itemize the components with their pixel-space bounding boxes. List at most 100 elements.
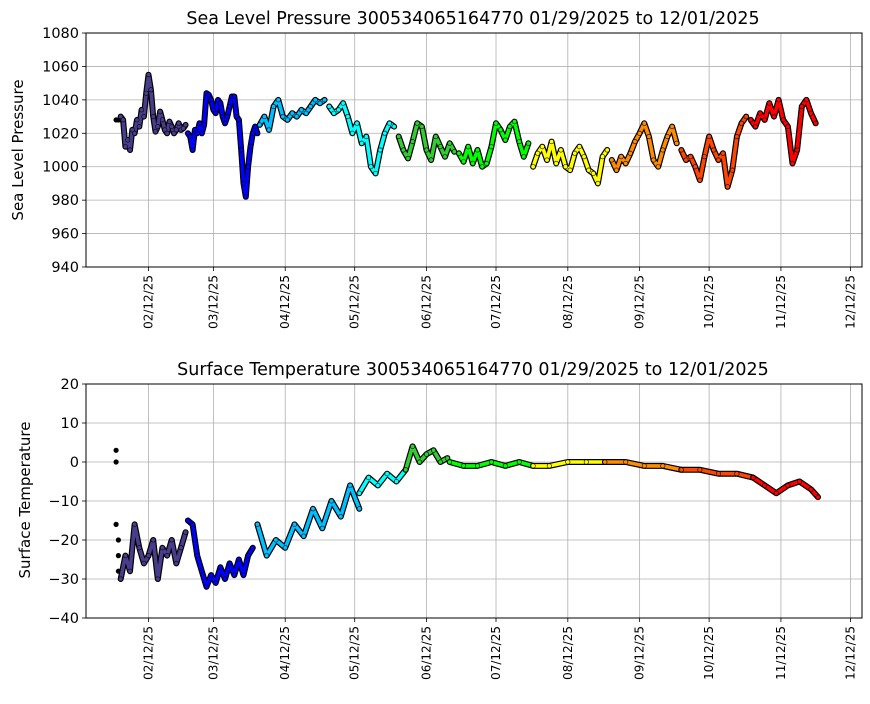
pressure-data-point (803, 97, 809, 103)
pressure-data-point (400, 147, 406, 153)
pressure-data-point (711, 147, 717, 153)
temperature-data-point (715, 471, 721, 477)
temperature-data-point (393, 478, 399, 484)
temperature-data-point (488, 459, 494, 465)
pressure-data-point (199, 130, 205, 136)
pressure-data-point (660, 147, 666, 153)
temperature-data-point (122, 553, 128, 559)
pressure-data-point (215, 97, 221, 103)
pressure-x-tick-label: 07/12/25 (489, 275, 503, 329)
pressure-data-point (201, 122, 207, 128)
pressure-data-point (419, 124, 425, 130)
temperature-data-point (384, 471, 390, 477)
pressure-data-point (157, 109, 163, 115)
pressure-data-point (166, 119, 172, 125)
temperature-data-point (403, 467, 409, 473)
pressure-data-point (780, 117, 786, 123)
pressure-data-point (245, 164, 251, 170)
temperature-y-tick-label: −30 (48, 572, 79, 588)
pressure-data-point (498, 127, 504, 133)
pressure-data-point (641, 120, 647, 126)
pressure-data-point (171, 130, 177, 136)
pressure-data-point (153, 129, 159, 135)
pressure-data-point (185, 130, 191, 136)
pressure-data-point (688, 154, 694, 160)
temperature-y-tick-label: −40 (48, 611, 79, 627)
pressure-series-line (186, 91, 260, 199)
temperature-data-point (430, 447, 436, 453)
pressure-data-point (280, 114, 286, 120)
pressure-data-point (243, 194, 249, 200)
pressure-data-point (743, 114, 749, 120)
temperature-data-point (254, 521, 260, 527)
temperature-data-point (250, 545, 256, 551)
pressure-y-tick-label: 1000 (42, 160, 79, 176)
pressure-data-point (396, 134, 402, 140)
temperature-data-point (173, 560, 179, 566)
pressure-y-tick-label: 1080 (42, 26, 79, 42)
pressure-x-tick-label: 08/12/25 (561, 275, 575, 329)
temperature-data-point (146, 553, 152, 559)
pressure-data-point (143, 90, 149, 96)
temperature-data-point (785, 482, 791, 488)
pressure-data-point (129, 127, 135, 133)
pressure-data-point (294, 114, 300, 120)
temperature-data-point (159, 545, 165, 551)
temperature-data-point (328, 498, 334, 504)
pressure-data-point (632, 139, 638, 145)
temperature-x-tick-label: 11/12/25 (774, 626, 788, 680)
temperature-data-point (474, 463, 480, 469)
pressure-data-point (169, 124, 175, 130)
pressure-data-point (176, 120, 182, 126)
pressure-data-point (284, 117, 290, 123)
temperature-x-tick-label: 08/12/25 (561, 626, 575, 680)
pressure-data-point (701, 154, 707, 160)
pressure-series-line (327, 101, 396, 176)
pressure-data-point (322, 97, 328, 103)
pressure-y-tick-label: 1020 (42, 126, 79, 142)
pressure-data-point (766, 100, 772, 106)
pressure-x-tick-label: 03/12/25 (206, 275, 220, 329)
temperature-data-point (660, 463, 666, 469)
pressure-data-point (493, 120, 499, 126)
pressure-data-point (720, 150, 726, 156)
pressure-data-point (120, 117, 126, 123)
pressure-data-point (414, 120, 420, 126)
pressure-data-point (222, 120, 228, 126)
temperature-data-point (273, 537, 279, 543)
pressure-data-point (535, 150, 541, 156)
temperature-data-point (291, 521, 297, 527)
temperature-data-point (641, 463, 647, 469)
temperature-data-point (583, 459, 589, 465)
temperature-data-point (301, 533, 307, 539)
pressure-data-point (799, 104, 805, 110)
temperature-y-tick-label: 20 (61, 377, 79, 393)
temperature-data-point (231, 572, 237, 578)
pressure-data-point (289, 110, 295, 116)
pressure-data-point (275, 97, 281, 103)
pressure-data-point (581, 154, 587, 160)
pressure-data-point (197, 120, 203, 126)
pressure-data-point (382, 130, 388, 136)
pressure-axes-frame (85, 32, 863, 268)
temperature-data-point (141, 560, 147, 566)
temperature-data-point (697, 467, 703, 473)
temperature-data-point (217, 564, 223, 570)
pressure-x-tick-label: 09/12/25 (633, 275, 647, 329)
pressure-data-point (308, 104, 314, 110)
pressure-data-point (127, 147, 133, 153)
pressure-data-point (752, 124, 758, 130)
pressure-data-point (303, 110, 309, 116)
temperature-data-point (678, 467, 684, 473)
pressure-data-point (729, 167, 735, 173)
temperature-data-point (773, 490, 779, 496)
pressure-data-point (250, 130, 256, 136)
pressure-data-point (210, 107, 216, 113)
pressure-y-tick-label: 960 (51, 227, 79, 243)
temperature-data-point (282, 545, 288, 551)
temperature-data-point (236, 556, 242, 562)
pressure-series-line (457, 119, 531, 169)
pressure-data-point (697, 177, 703, 183)
